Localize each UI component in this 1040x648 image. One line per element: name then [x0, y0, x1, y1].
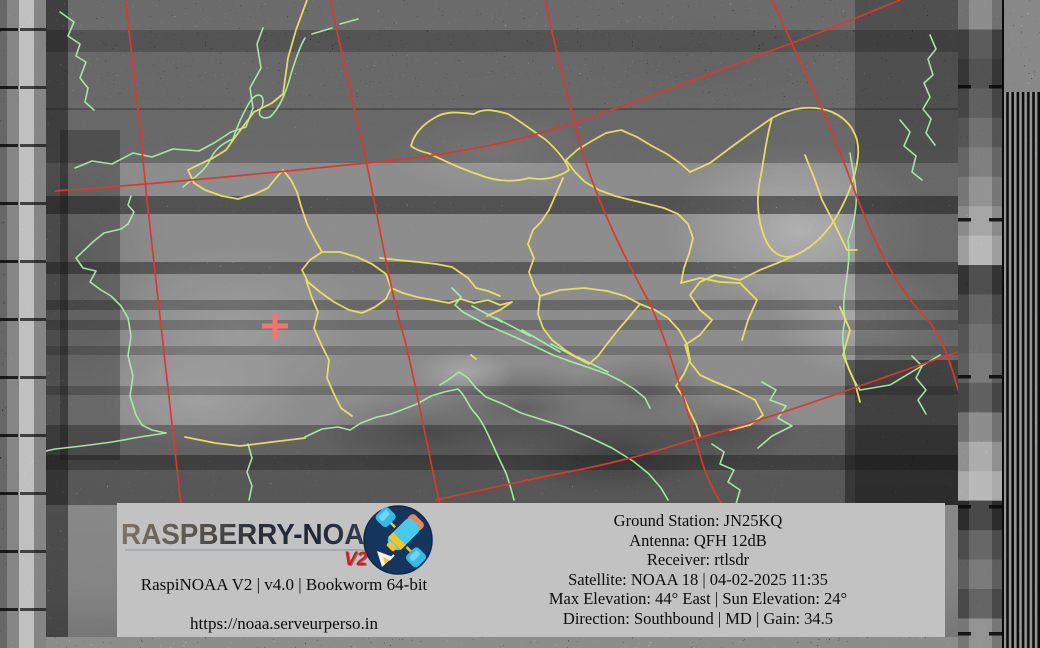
direction-line: Direction: Southbound | MD | Gain: 34.5: [562, 608, 834, 628]
antenna-line: Antenna: QFH 12dB: [629, 530, 767, 550]
meridian-line: [329, 0, 441, 506]
elevation-line: Max Elevation: 44° East | Sun Elevation:…: [548, 589, 848, 608]
receiver-line: Receiver: rtlsdr: [646, 550, 750, 569]
ground-station-line: Ground Station: JN25KQ: [613, 511, 783, 530]
graticule-layer: [54, 0, 959, 506]
meridian-line: [124, 0, 182, 506]
satellite-line: Satellite: NOAA 18 | 04-02-2025 11:35: [568, 569, 828, 589]
latitude-line: [435, 351, 959, 501]
latitude-line: [54, 0, 901, 192]
system-info-text: RaspiNOAA V2 | v4.0 | Bookworm 64-bit: [140, 575, 428, 594]
raspberry-noaa-logo-text: RASPBERRY-NOAA: [121, 519, 385, 551]
left-sync-bar: [0, 0, 46, 648]
minute-markers: [0, 28, 46, 611]
satellite-logo-icon: [363, 505, 433, 575]
pass-details: Ground Station: JN25KQ Antenna: QFH 12dB…: [451, 503, 945, 637]
ground-station-marker: [262, 313, 288, 339]
logo-strike-line: [125, 549, 375, 551]
right-telemetry-bar: [958, 0, 1004, 648]
telemetry-minute-dashes: [958, 85, 1003, 636]
meridian-line: [771, 0, 959, 391]
station-url-text: https://noaa.serveurperso.in: [190, 614, 378, 633]
right-sync-stripes: [1004, 0, 1040, 648]
info-bar: RASPBERRY-NOAA V2: [117, 503, 945, 637]
logo-version-label: V2: [344, 549, 368, 570]
meridian-line: [544, 0, 723, 506]
coastline-layer: [45, 11, 941, 511]
info-bar-left: RASPBERRY-NOAA V2: [117, 503, 451, 637]
